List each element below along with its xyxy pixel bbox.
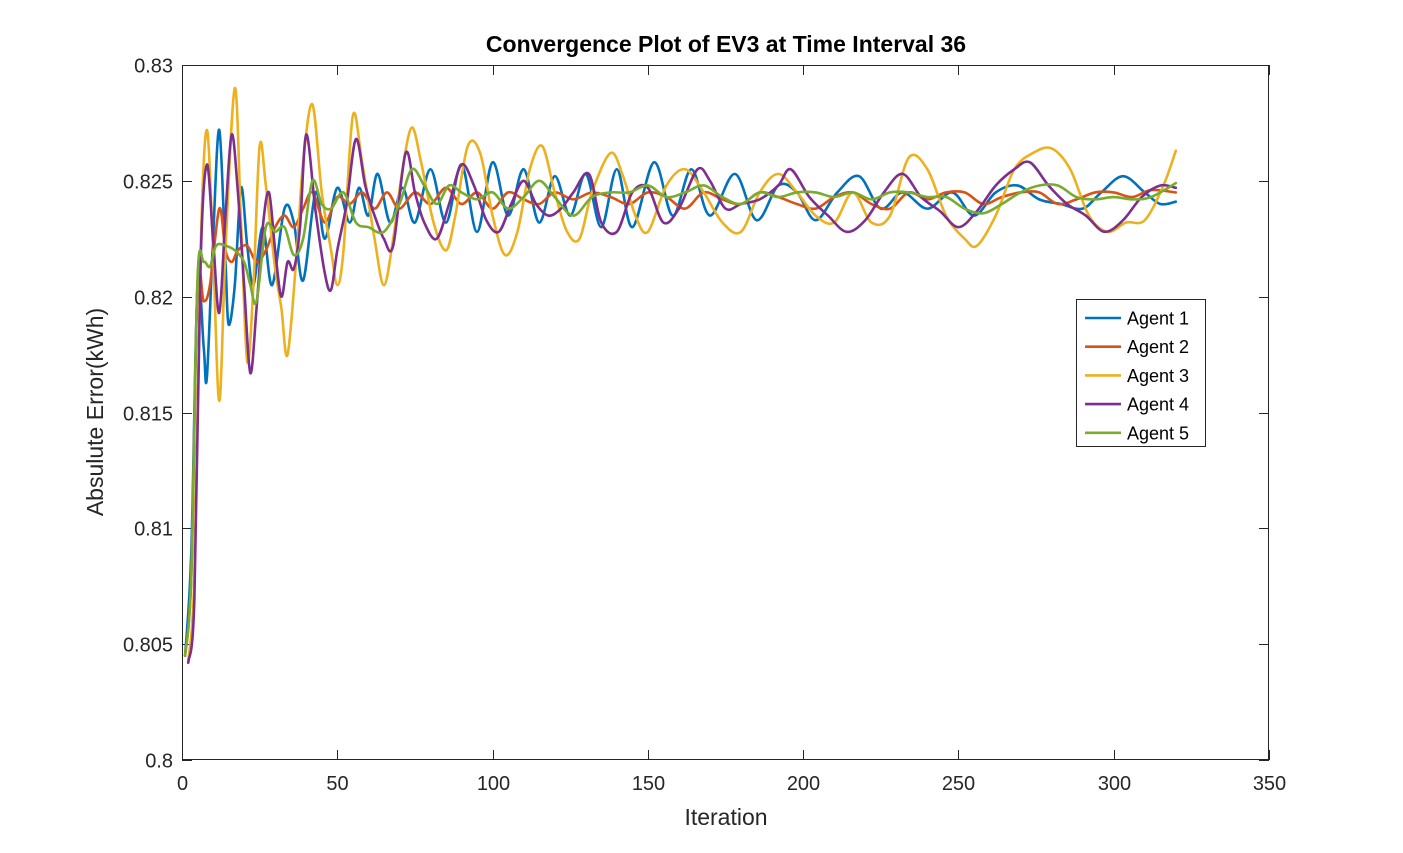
x-tick-label: 50: [326, 773, 348, 795]
y-axis-label: Absulute Error(kWh): [82, 308, 108, 516]
x-tick-label: 200: [787, 773, 820, 795]
y-tick-label: 0.815: [123, 404, 173, 426]
legend-box: [1076, 299, 1206, 447]
series-line-agent-5: [183, 167, 1178, 658]
y-tick-label: 0.83: [134, 56, 173, 78]
series-line-agent-4: [186, 133, 1178, 664]
chart-title: Convergence Plot of EV3 at Time Interval…: [486, 31, 966, 57]
x-tick-label: 0: [177, 773, 188, 795]
y-tick-label: 0.82: [134, 288, 173, 310]
legend: Agent 1 Agent 2 Agent 3 Agent 4 Agent 5: [1076, 299, 1206, 447]
legend-label-agent-2: Agent 2: [1127, 337, 1189, 357]
y-tick-label: 0.825: [123, 172, 173, 194]
x-tick-label: 350: [1253, 773, 1286, 795]
legend-label-agent-1: Agent 1: [1127, 309, 1189, 329]
series-line-agent-3: [186, 86, 1178, 664]
series-line-agent-1: [183, 128, 1178, 658]
x-axis-label: Iteration: [684, 804, 767, 830]
legend-label-agent-4: Agent 4: [1127, 395, 1189, 415]
y-tick-label: 0.81: [134, 519, 173, 541]
legend-label-agent-3: Agent 3: [1127, 366, 1189, 386]
axis-tick-labels: 0 50 100 150 200 250 300 350 0.8 0.805 0.81 0.815 0.…: [123, 56, 1286, 796]
y-tick-label: 0.8: [145, 751, 173, 773]
series-layer: [183, 86, 1178, 664]
plot-area-frame: [182, 65, 1269, 760]
x-tick-label: 300: [1098, 773, 1131, 795]
x-tick-label: 100: [477, 773, 510, 795]
x-tick-label: 250: [942, 773, 975, 795]
legend-label-agent-5: Agent 5: [1127, 423, 1189, 443]
y-tick-label: 0.805: [123, 635, 173, 657]
x-tick-label: 150: [632, 773, 665, 795]
